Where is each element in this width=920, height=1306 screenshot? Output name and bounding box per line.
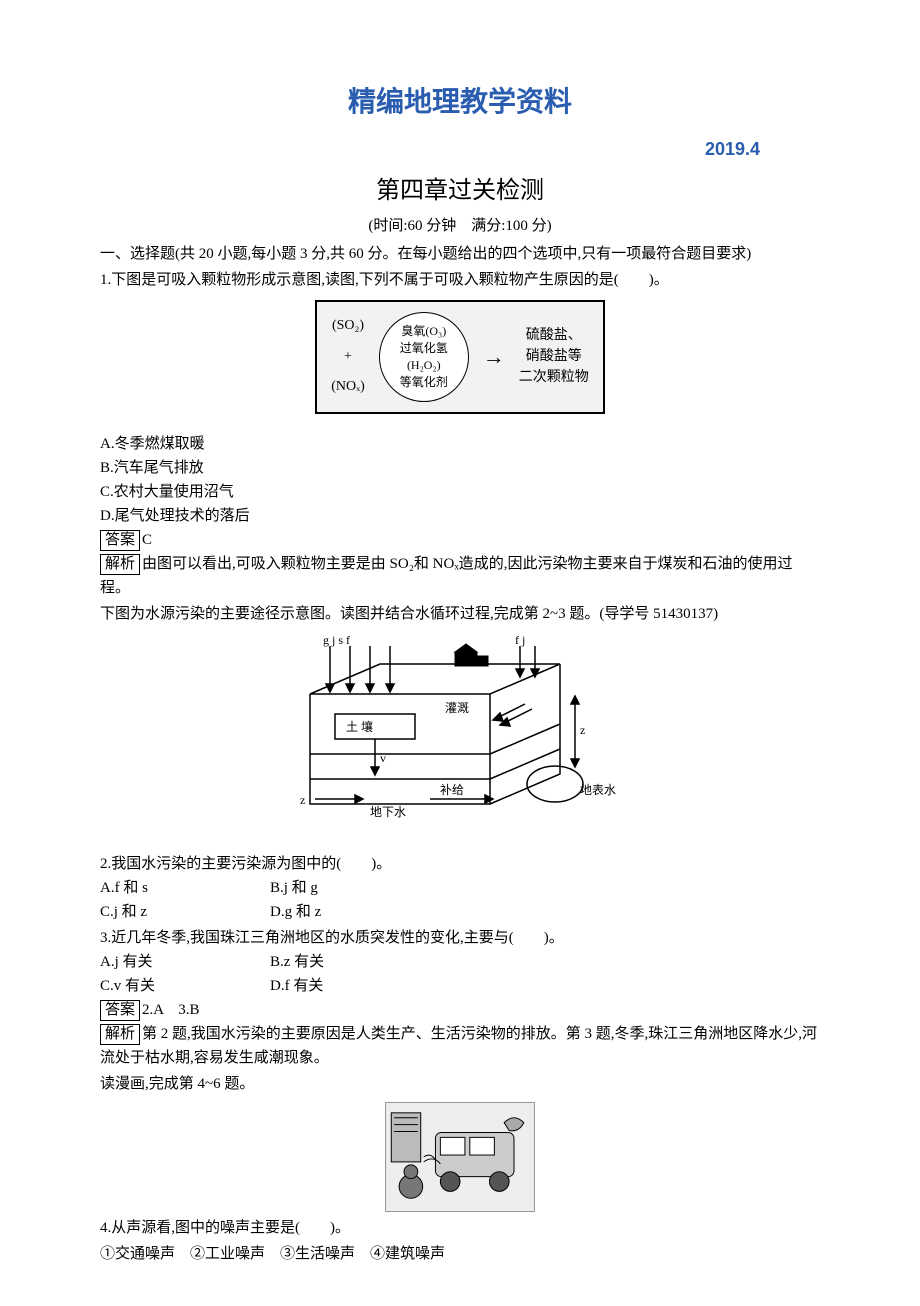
d1-inputs: (SO₂) + (NOₓ) <box>331 315 365 398</box>
d2-soil: 土 壤 <box>346 719 373 734</box>
d1-c4: 等氧化剂 <box>400 374 448 391</box>
d1-r1: 硫酸盐、 <box>526 328 582 343</box>
q2-options-r1: A.f 和 s B.j 和 g <box>100 876 820 900</box>
answer-label: 答案 <box>100 1000 140 1022</box>
q1-explain-line: 解析由图可以看出,可吸入颗粒物主要是由 SO₂和 NOₓ造成的,因此污染物主要来… <box>100 552 820 600</box>
q1-opt-c: C.农村大量使用沼气 <box>100 480 820 504</box>
q1-opt-d: D.尾气处理技术的落后 <box>100 504 820 528</box>
explain-label: 解析 <box>100 1024 140 1046</box>
q2-opt-c: C.j 和 z <box>100 900 270 924</box>
d1-c1: 臭氧(O₃) <box>401 323 446 340</box>
d1-nox: (NOₓ) <box>331 376 365 398</box>
timing-info: (时间:60 分钟 满分:100 分) <box>100 214 820 238</box>
d2-zl: z <box>300 793 305 807</box>
q2-options-r2: C.j 和 z D.g 和 z <box>100 900 820 924</box>
q4-options: ①交通噪声 ②工业噪声 ③生活噪声 ④建筑噪声 <box>100 1242 820 1266</box>
q1-options: A.冬季燃煤取暖 B.汽车尾气排放 C.农村大量使用沼气 D.尾气处理技术的落后 <box>100 432 820 528</box>
q2-stem: 2.我国水污染的主要污染源为图中的( )。 <box>100 852 820 876</box>
q23-answer: 2.A 3.B <box>142 1002 200 1018</box>
d1-so2: (SO₂) <box>332 315 364 337</box>
q1-opt-b: B.汽车尾气排放 <box>100 456 820 480</box>
d2-zr: z <box>580 723 585 737</box>
intro-2-3: 下图为水源污染的主要途径示意图。读图并结合水循环过程,完成第 2~3 题。(导学… <box>100 602 820 626</box>
q2-opt-b: B.j 和 g <box>270 876 440 900</box>
d2-top-left: g j s f <box>323 634 350 647</box>
d2-irrig: 灌溉 <box>445 701 469 715</box>
section-one-head: 一、选择题(共 20 小题,每小题 3 分,共 60 分。在每小题给出的四个选项… <box>100 242 820 266</box>
main-title: 精编地理教学资料 <box>100 80 820 125</box>
explain-label: 解析 <box>100 554 140 576</box>
d2-v: v <box>380 751 386 765</box>
cartoon-noise <box>385 1102 535 1212</box>
q23-answer-line: 答案2.A 3.B <box>100 998 820 1022</box>
q3-opt-d: D.f 有关 <box>270 974 440 998</box>
q1-opt-a: A.冬季燃煤取暖 <box>100 432 820 456</box>
d2-ground: 地下水 <box>370 805 406 819</box>
d1-oxidizer-circle: 臭氧(O₃) 过氧化氢 (H₂O₂) 等氧化剂 <box>379 312 469 402</box>
d1-output: 硫酸盐、 硝酸盐等 二次颗粒物 <box>519 325 589 388</box>
q3-options-r1: A.j 有关 B.z 有关 <box>100 950 820 974</box>
q1-stem: 1.下图是可吸入颗粒物形成示意图,读图,下列不属于可吸入颗粒物产生原因的是( )… <box>100 268 820 292</box>
doc-date: 2019.4 <box>100 135 820 164</box>
d1-c3: (H₂O₂) <box>407 357 441 374</box>
q3-options-r2: C.v 有关 D.f 有关 <box>100 974 820 998</box>
diagram-2-wrap: g j s f f j 土 壤 灌溉 v 补给 地下水 地表水 z z <box>100 634 820 834</box>
q4-stem: 4.从声源看,图中的噪声主要是( )。 <box>100 1216 820 1240</box>
d2-supply: 补给 <box>440 783 464 797</box>
d1-r2: 硝酸盐等 <box>526 349 582 364</box>
q1-answer-line: 答案C <box>100 528 820 552</box>
q3-stem: 3.近几年冬季,我国珠江三角洲地区的水质突发性的变化,主要与( )。 <box>100 926 820 950</box>
intro-4-6: 读漫画,完成第 4~6 题。 <box>100 1072 820 1096</box>
plus-icon: + <box>344 346 352 368</box>
q23-explain-line: 解析第 2 题,我国水污染的主要原因是人类生产、生活污染物的排放。第 3 题,冬… <box>100 1022 820 1070</box>
diagram-3-wrap <box>100 1102 820 1212</box>
q23-explain: 第 2 题,我国水污染的主要原因是人类生产、生活污染物的排放。第 3 题,冬季,… <box>100 1026 817 1066</box>
q2-opt-d: D.g 和 z <box>270 900 440 924</box>
d1-r3: 二次颗粒物 <box>519 370 589 385</box>
d2-surface: 地表水 <box>580 783 616 797</box>
d1-c2: 过氧化氢 <box>400 340 448 357</box>
q1-answer: C <box>142 532 152 548</box>
q2-opt-a: A.f 和 s <box>100 876 270 900</box>
q3-opt-c: C.v 有关 <box>100 974 270 998</box>
q3-opt-b: B.z 有关 <box>270 950 440 974</box>
q1-explain: 由图可以看出,可吸入颗粒物主要是由 SO₂和 NOₓ造成的,因此污染物主要来自于… <box>100 556 792 596</box>
diagram-particulate: (SO₂) + (NOₓ) 臭氧(O₃) 过氧化氢 (H₂O₂) 等氧化剂 → … <box>315 300 605 414</box>
diagram-water-pollution: g j s f f j 土 壤 灌溉 v 补给 地下水 地表水 z z <box>280 634 640 834</box>
diagram-1-wrap: (SO₂) + (NOₓ) 臭氧(O₃) 过氧化氢 (H₂O₂) 等氧化剂 → … <box>100 300 820 414</box>
arrow-icon: → <box>483 339 505 374</box>
chapter-title: 第四章过关检测 <box>100 172 820 210</box>
q3-opt-a: A.j 有关 <box>100 950 270 974</box>
answer-label: 答案 <box>100 530 140 552</box>
d2-top-right: f j <box>515 634 525 647</box>
